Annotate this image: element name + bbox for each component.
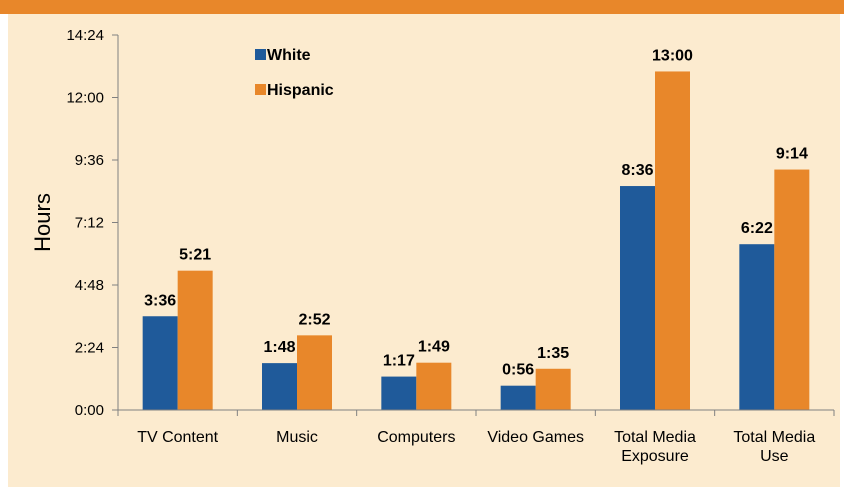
x-category-label: Video Games: [487, 429, 584, 446]
data-label-white-3: 0:56: [502, 362, 534, 379]
y-tick-label: 0:00: [75, 402, 104, 419]
y-tick-label: 7:12: [75, 215, 104, 232]
bar-hispanic-3: [535, 368, 571, 410]
header-band: [0, 0, 844, 14]
data-label-white-4: 8:36: [621, 162, 653, 179]
legend-swatch-hispanic: [255, 84, 266, 95]
bar-white-3: [500, 385, 536, 410]
bar-hispanic-5: [774, 169, 810, 410]
y-tick-label: 2:24: [75, 340, 104, 357]
data-label-hispanic-2: 1:49: [418, 339, 450, 356]
bar-hispanic-2: [416, 362, 452, 410]
bar-white-4: [620, 186, 655, 410]
x-category-label: Total Media Exposure: [614, 429, 696, 465]
bar-hispanic-1: [297, 335, 332, 410]
x-category-label: Computers: [377, 429, 455, 446]
y-tick-label: 14:24: [66, 27, 104, 44]
bar-white-5: [739, 244, 775, 410]
y-tick-label: 9:36: [75, 152, 104, 169]
bar-white-0: [142, 316, 178, 410]
x-category-label: Music: [276, 429, 318, 446]
data-label-hispanic-5: 9:14: [776, 146, 808, 163]
bar-hispanic-4: [655, 71, 690, 410]
data-label-hispanic-1: 2:52: [298, 311, 330, 328]
data-label-white-5: 6:22: [741, 220, 773, 237]
x-category-label: TV Content: [137, 429, 218, 446]
x-category-label: Total Media Use: [733, 429, 815, 465]
data-label-white-2: 1:17: [383, 353, 415, 370]
y-tick-label: 4:48: [75, 277, 104, 294]
y-tick-label: 12:00: [66, 90, 104, 107]
data-label-hispanic-0: 5:21: [179, 247, 211, 264]
bar-white-1: [262, 363, 297, 410]
data-label-hispanic-3: 1:35: [537, 345, 569, 362]
legend-label-white: White: [267, 47, 311, 64]
y-axis-title: Hours: [30, 193, 55, 252]
data-label-white-1: 1:48: [263, 339, 295, 356]
data-label-hispanic-4: 13:00: [652, 47, 693, 64]
bar-hispanic-0: [177, 270, 213, 410]
data-label-white-0: 3:36: [144, 292, 176, 309]
bar-white-2: [381, 376, 417, 410]
legend-label-hispanic: Hispanic: [267, 82, 334, 99]
legend-swatch-white: [255, 49, 266, 60]
